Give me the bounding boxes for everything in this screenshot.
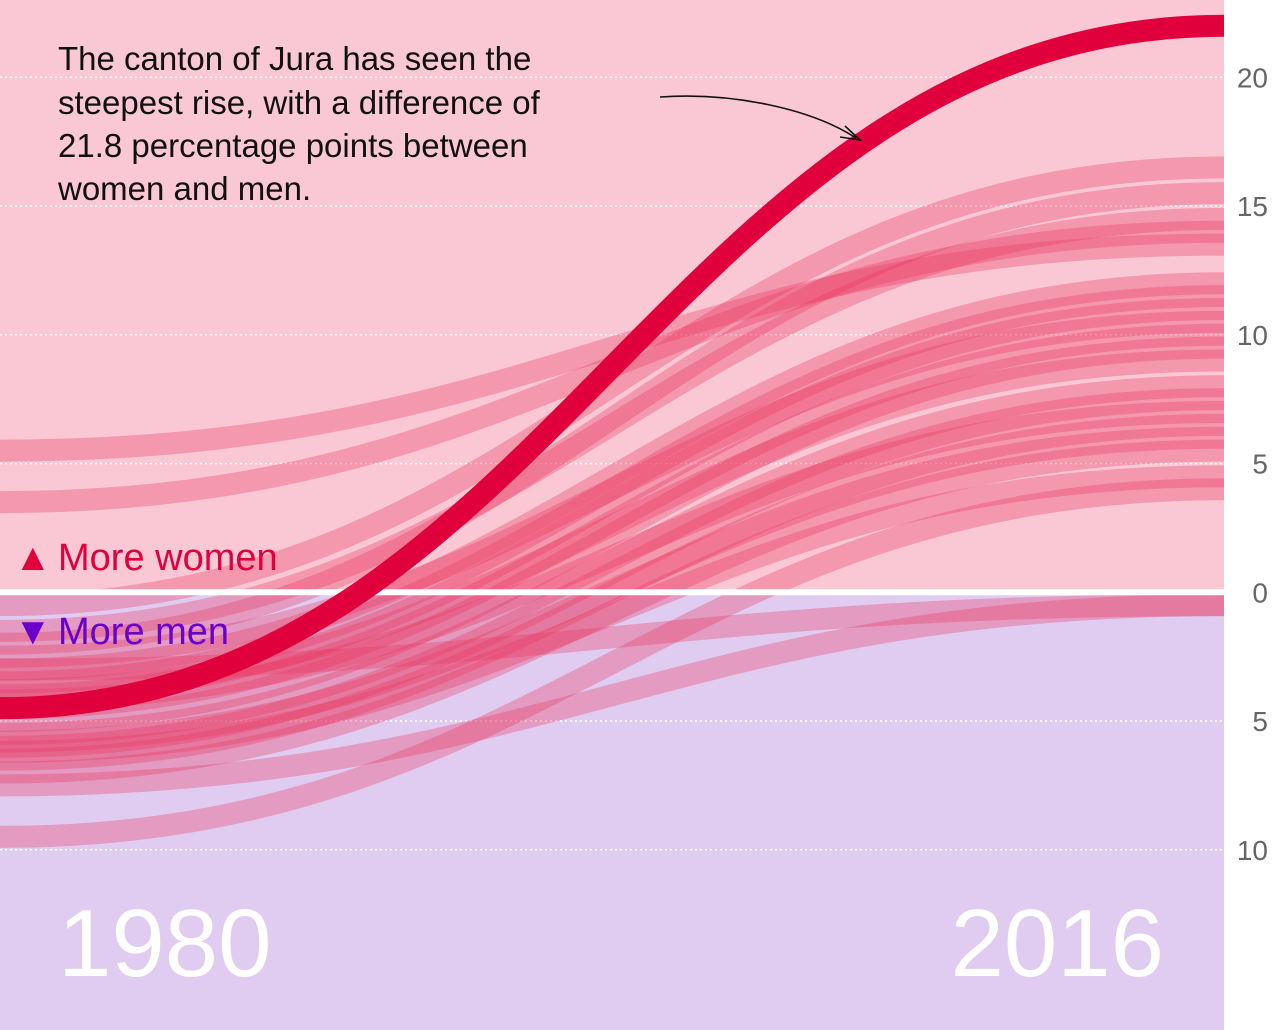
annotation-arrow — [659, 95, 857, 139]
series-line-22 — [0, 594, 1225, 797]
more-women-label: More women — [58, 537, 278, 579]
annotation-line-2: steepest rise, with a difference of — [58, 84, 541, 121]
series-line-6 — [0, 272, 1225, 681]
more-men-marker: ▼ — [14, 611, 52, 653]
y-tick-label: 10 — [1237, 320, 1268, 351]
series-line-3 — [0, 156, 1225, 617]
series-line-15 — [0, 401, 1225, 712]
y-tick-label: 10 — [1237, 835, 1268, 866]
y-tick-label: 5 — [1252, 706, 1268, 737]
series-line-1 — [0, 233, 1225, 462]
y-tick-label: 15 — [1237, 191, 1268, 222]
year-label-start: 1980 — [58, 890, 272, 997]
gridlines — [0, 76, 1224, 851]
more-men-label: More men — [58, 611, 229, 653]
series-line-9 — [0, 310, 1225, 668]
y-tick-label: 20 — [1237, 62, 1268, 93]
series-line-11 — [0, 336, 1225, 732]
more-women-marker: ▲ — [14, 537, 52, 579]
highlight-line-jura — [0, 14, 1225, 720]
y-axis-ticks: 10 5 0 5 10 15 20 — [1237, 62, 1268, 866]
annotation-line-3: 21.8 percentage points between — [58, 127, 528, 164]
series-line-4 — [0, 182, 1225, 655]
annotation-line-1: The canton of Jura has seen the — [58, 40, 531, 77]
annotation-arrowhead — [839, 125, 863, 142]
annotation: The canton of Jura has seen the steepest… — [57, 40, 863, 207]
y-tick-label: 5 — [1252, 449, 1268, 480]
year-label-end: 2016 — [950, 890, 1164, 997]
series-line-19 — [0, 465, 1225, 763]
series-line-14 — [0, 388, 1225, 758]
legend: ▲ More women ▼ More men — [14, 537, 278, 653]
series-lines — [0, 156, 1225, 848]
series-line-13 — [0, 375, 1225, 745]
series-line-10 — [0, 323, 1225, 720]
annotation-line-4: women and men. — [57, 170, 311, 207]
more-women-region — [0, 0, 1224, 593]
series-line-5 — [0, 207, 1225, 642]
series-line-20 — [0, 478, 1225, 848]
series-line-18 — [0, 439, 1225, 784]
y-tick-label: 0 — [1252, 577, 1268, 608]
